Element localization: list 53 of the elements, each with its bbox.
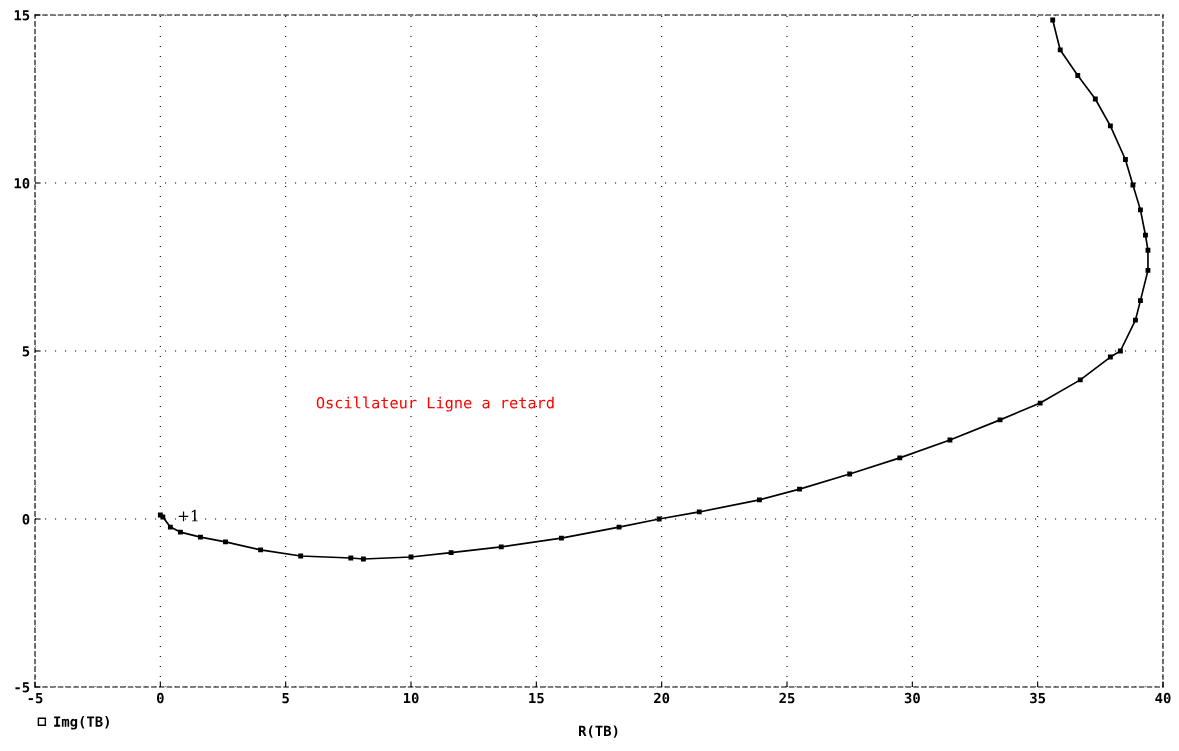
point	[656, 516, 662, 522]
point	[756, 497, 762, 503]
point	[1037, 400, 1043, 406]
x-tick-label: 25	[779, 692, 795, 704]
point	[1132, 317, 1138, 323]
point	[348, 555, 354, 561]
point	[498, 544, 504, 550]
point	[360, 556, 366, 562]
x-tick-label: 30	[904, 692, 920, 704]
point	[1077, 377, 1083, 383]
point	[1145, 247, 1151, 253]
point	[1138, 298, 1143, 304]
point	[258, 547, 264, 553]
point	[1138, 207, 1143, 213]
x-tick-label: 15	[529, 692, 544, 704]
point	[198, 534, 203, 540]
point	[1107, 123, 1113, 129]
point	[1092, 96, 1098, 102]
x-tick-label: 20	[654, 692, 670, 704]
point	[1050, 17, 1056, 23]
point	[696, 509, 702, 515]
y-tick-label: 0	[22, 513, 30, 525]
point	[558, 535, 564, 541]
x-tick-label: 40	[1155, 692, 1171, 704]
x-tick-label: 5	[282, 692, 289, 704]
point	[1143, 232, 1148, 238]
point	[1145, 267, 1151, 273]
point	[1107, 354, 1113, 360]
point	[177, 529, 183, 535]
x-tick-label: 0	[156, 692, 164, 704]
x-axis-title: R(TB)	[579, 725, 618, 738]
point	[1075, 73, 1081, 78]
x-tick-label: 10	[403, 692, 419, 704]
annotation: Oscillateur Ligne a retard	[316, 396, 554, 412]
point	[797, 486, 802, 492]
annotation: +1	[178, 509, 198, 522]
point	[1057, 47, 1063, 53]
y-tick-label: 10	[14, 177, 30, 189]
point	[1130, 182, 1136, 188]
y-tick-label: -5	[15, 682, 30, 693]
point	[167, 524, 173, 530]
point	[448, 550, 454, 556]
x-tick-label: 35	[1030, 692, 1046, 704]
point	[223, 539, 228, 545]
point	[1122, 157, 1128, 162]
legend-label: Img(TB)	[54, 716, 109, 730]
y-tick-label: 15	[14, 10, 30, 21]
y-tick-label: 5	[22, 346, 30, 357]
point	[997, 417, 1003, 423]
point	[1117, 348, 1123, 354]
point	[897, 455, 903, 461]
point	[298, 553, 304, 559]
point	[847, 471, 853, 477]
